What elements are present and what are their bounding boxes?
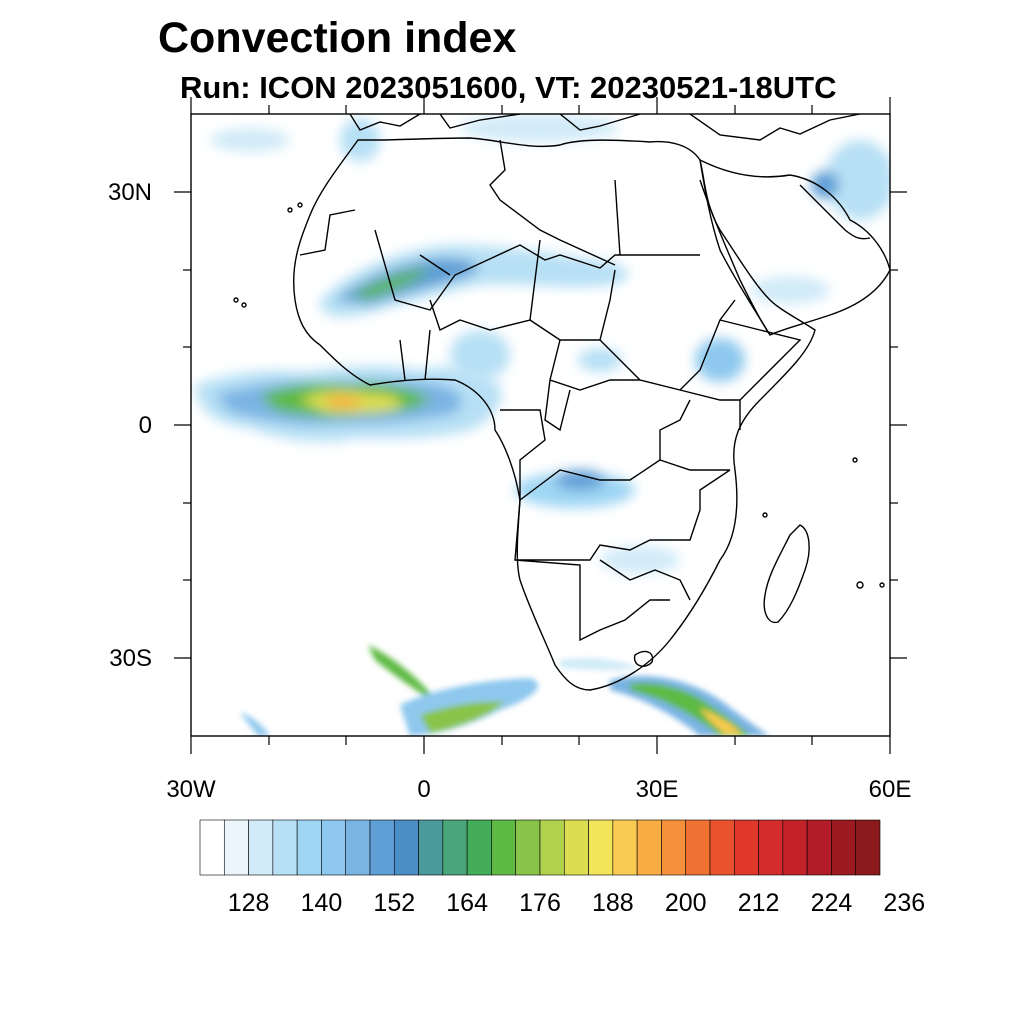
lon-label-30w: 30W [166, 776, 216, 803]
map-subtitle: Run: ICON 2023051600, VT: 20230521-18UTC [180, 70, 837, 105]
colorbar-swatch [636, 819, 662, 876]
colorbar-swatch [466, 819, 492, 876]
colorbar-label: 152 [373, 889, 416, 917]
axis-ticks [174, 97, 907, 754]
colorbar-swatch [248, 819, 274, 876]
lesotho-border [633, 650, 654, 667]
gulf-coastline [799, 184, 871, 240]
colorbar-swatch [782, 819, 808, 876]
colorbar-swatch [685, 819, 711, 876]
colorbar-swatch [758, 819, 784, 876]
convection-field [195, 114, 890, 736]
lon-label-30e: 30E [635, 776, 679, 803]
colorbar-swatch [296, 819, 322, 876]
colorbar-swatch [223, 819, 249, 876]
colorbar-label: 188 [591, 889, 634, 917]
colorbar-swatch [418, 819, 444, 876]
colorbar-label: 176 [519, 889, 561, 917]
colorbar-swatch [709, 819, 735, 876]
convection-band-west-africa [195, 366, 502, 442]
europe-coastline [349, 114, 861, 141]
colorbar-swatch [831, 819, 857, 876]
colorbar-swatch [393, 819, 419, 876]
colorbar-swatch [199, 819, 225, 876]
convection-central-africa [210, 114, 890, 574]
lat-label-30n: 30N [107, 179, 152, 206]
map-title: Convection index [158, 14, 517, 62]
colorbar-swatch [855, 819, 881, 876]
colorbar-swatch [515, 819, 541, 876]
red-sea-coastline [699, 179, 771, 336]
madagascar-coastline [763, 524, 810, 624]
colorbar-label: 200 [664, 889, 707, 917]
colorbar-swatch [733, 819, 759, 876]
lat-label-30s: 30S [109, 645, 152, 672]
africa-coastline [292, 137, 816, 691]
arabia-coastline [699, 158, 890, 336]
colorbar-label: 128 [227, 889, 270, 917]
colorbar [199, 819, 881, 876]
coastlines-borders [233, 114, 890, 691]
country-borders [299, 139, 802, 642]
colorbar-swatch [369, 819, 395, 876]
convection-band-sahel [319, 244, 629, 317]
colorbar-swatch [321, 819, 347, 876]
colorbar-label: 140 [300, 889, 343, 917]
colorbar-swatch [539, 819, 565, 876]
colorbar-swatch [491, 819, 517, 876]
colorbar-swatch [612, 819, 638, 876]
colorbar-swatch [272, 819, 298, 876]
colorbar-swatch [661, 819, 687, 876]
colorbar-label: 212 [737, 889, 780, 917]
colorbar-swatch [588, 819, 614, 876]
colorbar-swatch [345, 819, 371, 876]
convection-band-south [240, 645, 770, 736]
lon-label-0: 0 [417, 776, 431, 803]
lat-label-0: 0 [138, 412, 152, 439]
colorbar-swatch [806, 819, 832, 876]
lon-label-60e: 60E [868, 776, 912, 803]
colorbar-label: 224 [810, 889, 853, 917]
colorbar-swatch [442, 819, 468, 876]
colorbar-swatch [563, 819, 589, 876]
colorbar-label: 236 [883, 889, 926, 917]
colorbar-label: 164 [446, 889, 488, 917]
